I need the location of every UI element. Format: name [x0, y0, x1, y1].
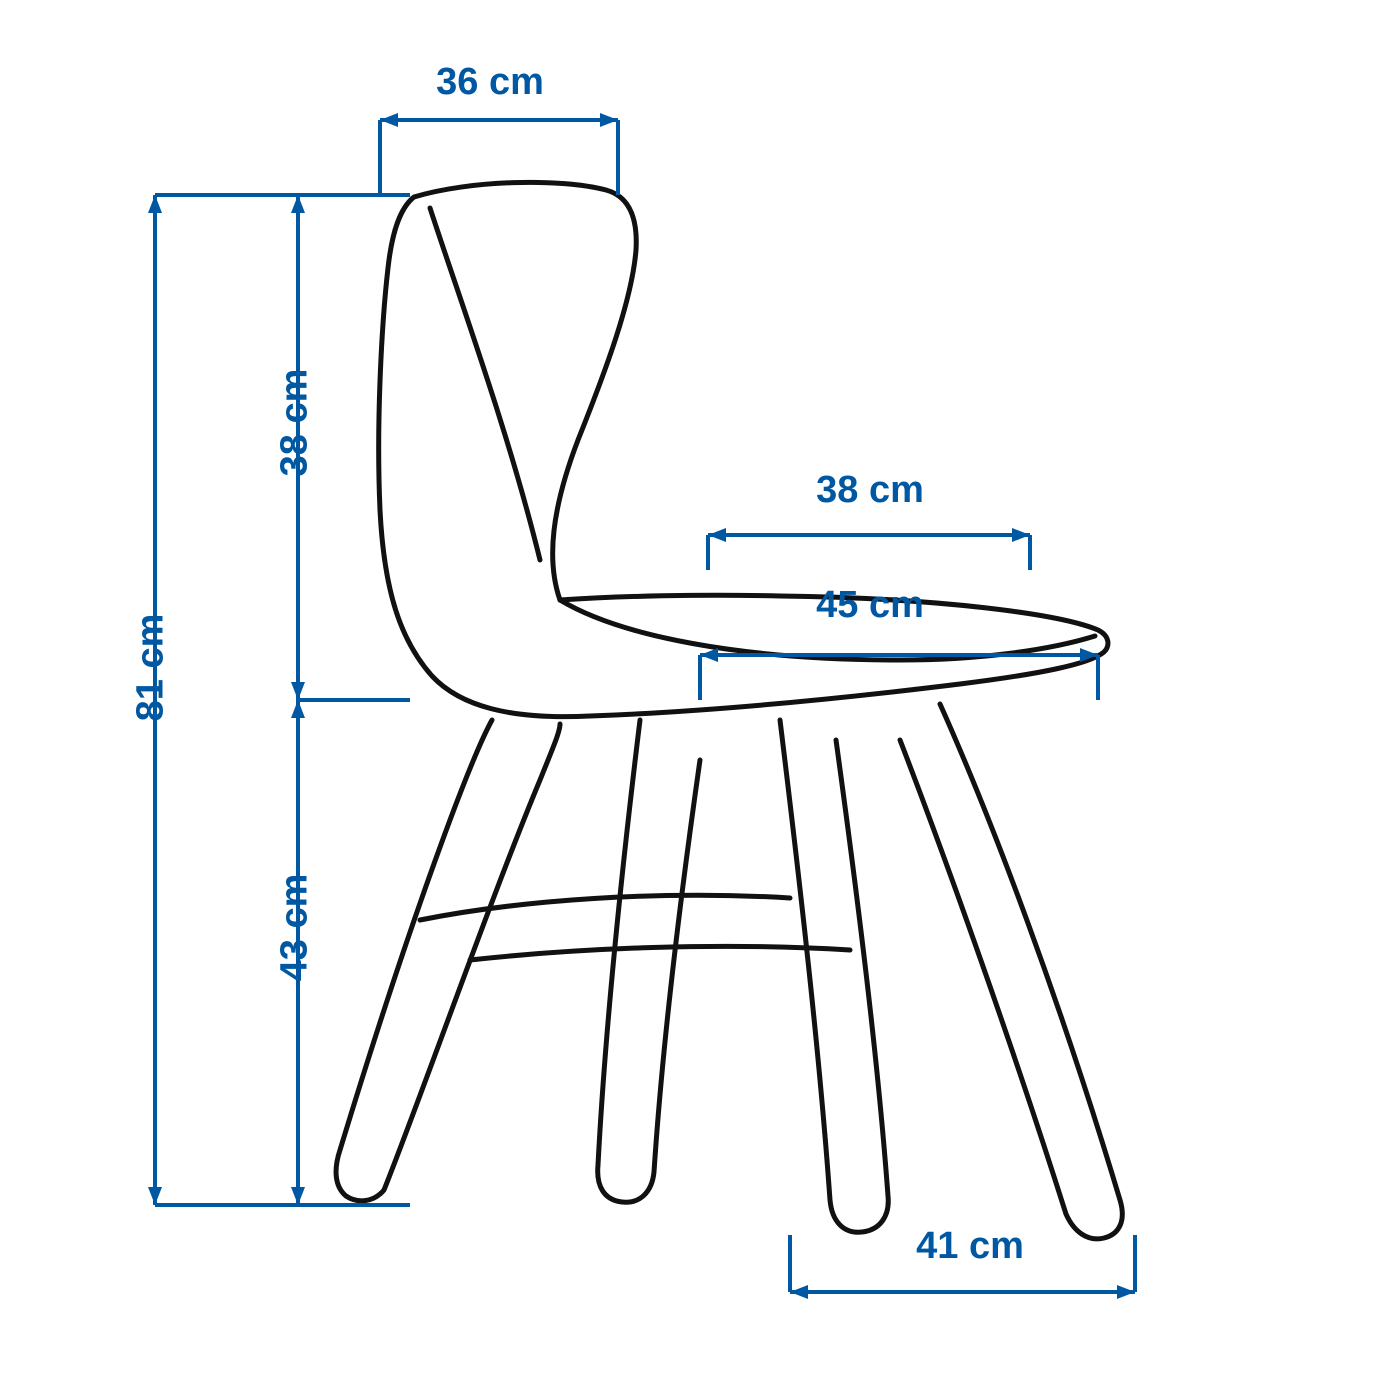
chair-leg-2 [780, 720, 888, 1232]
dim-arrow-backrest_height-b [291, 682, 305, 700]
dim-arrow-base_depth-b [1117, 1285, 1135, 1299]
dim-label-seat_inner_width: 38 cm [816, 469, 924, 512]
dim-arrow-backrest_height-a [291, 195, 305, 213]
dim-arrow-base_depth-a [790, 1285, 808, 1299]
chair-leg-1 [598, 720, 700, 1202]
dim-label-total_height: 81 cm [129, 614, 172, 722]
dim-arrow-seat_height-a [291, 700, 305, 718]
dim-arrow-total_height-b [148, 1187, 162, 1205]
chair-shell-outline [379, 182, 1108, 716]
dim-label-backrest_height: 38 cm [273, 369, 316, 477]
dim-arrow-total_height-a [148, 195, 162, 213]
dim-label-seat_height: 43 cm [273, 874, 316, 982]
dim-arrow-seat_outer_width-a [700, 648, 718, 662]
chair-leg-3 [900, 704, 1122, 1239]
dim-arrow-backrest_top_width-b [600, 113, 618, 127]
dim-arrow-seat_inner_width-a [708, 528, 726, 542]
chair-leg-0 [336, 720, 560, 1201]
dim-arrow-backrest_top_width-a [380, 113, 398, 127]
dim-arrow-seat_inner_width-b [1012, 528, 1030, 542]
dim-label-backrest_top_width: 36 cm [436, 61, 544, 104]
chair-inner-line-0 [430, 208, 540, 560]
dimension-diagram: 81 cm 38 cm 43 cm 36 cm 38 cm 45 cm 41 cm [0, 0, 1400, 1400]
dim-label-seat_outer_width: 45 cm [816, 584, 924, 627]
diagram-svg [0, 0, 1400, 1400]
dim-label-base_depth: 41 cm [916, 1225, 1024, 1268]
dim-arrow-seat_height-b [291, 1187, 305, 1205]
